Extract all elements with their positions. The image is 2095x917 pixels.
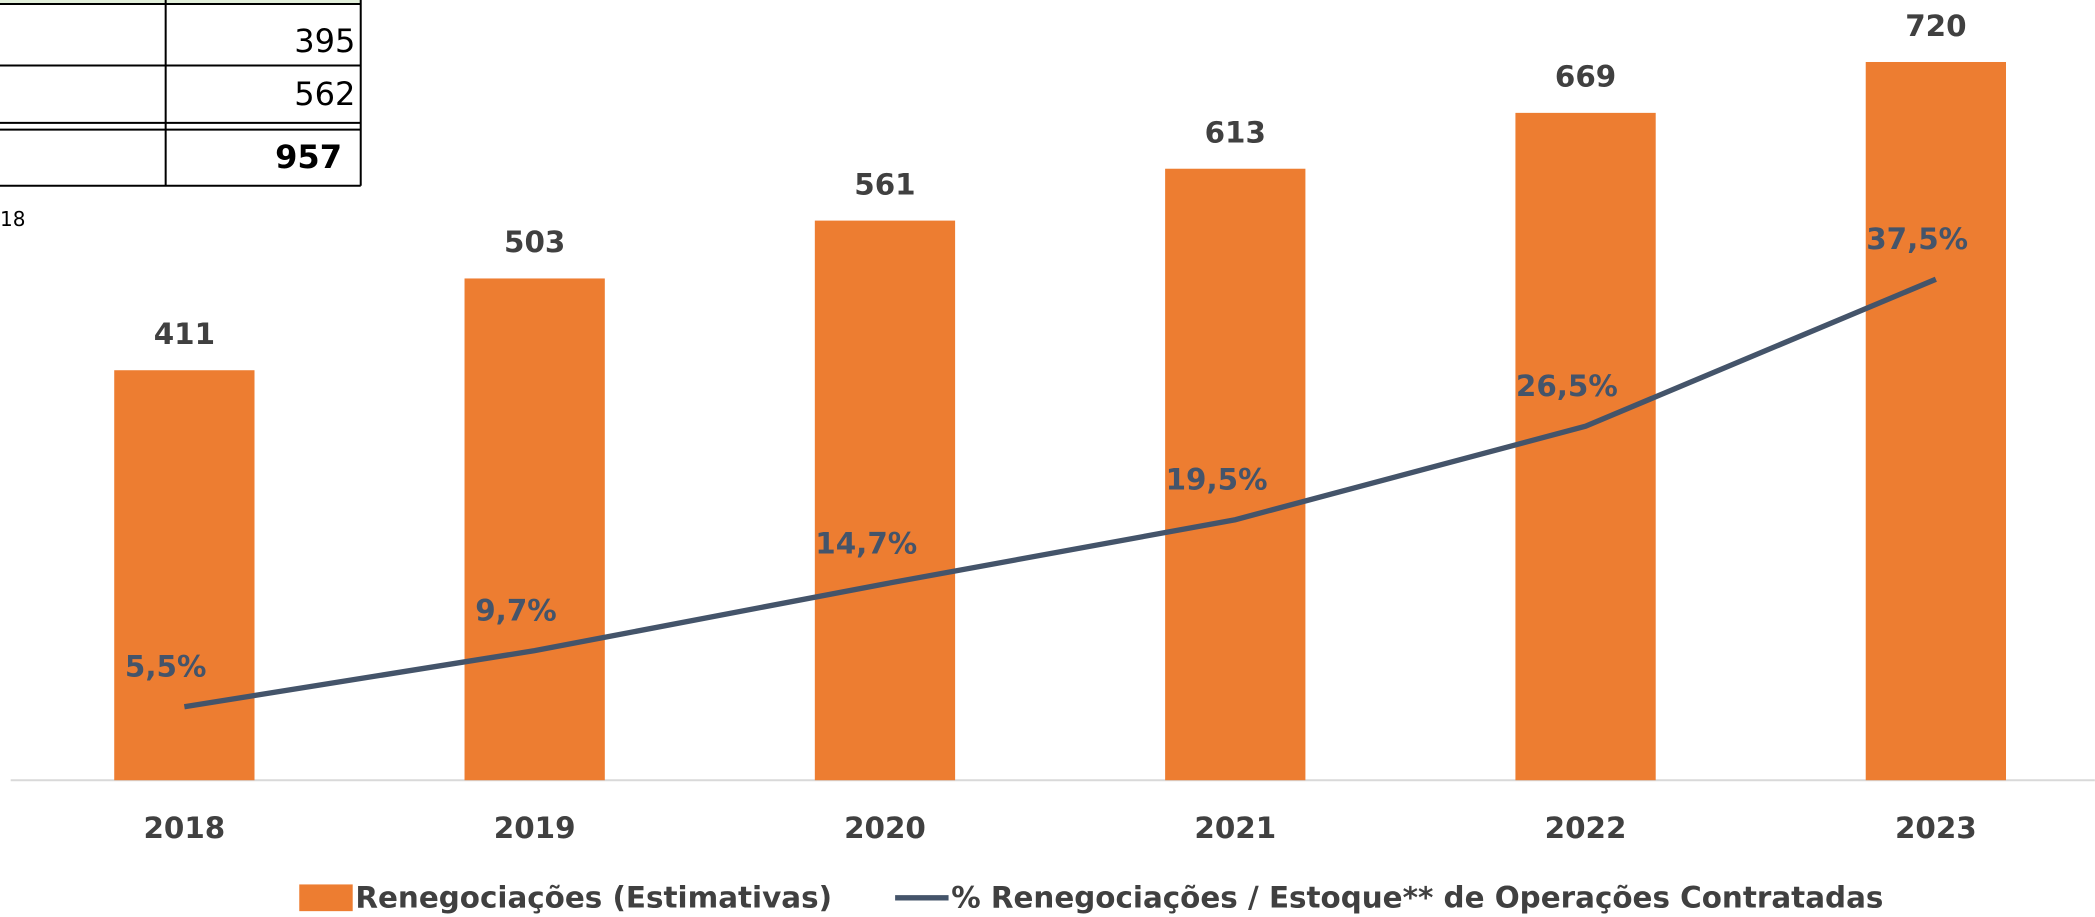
table-cell: 562	[294, 75, 355, 113]
data-label: 411	[154, 317, 215, 351]
bar	[114, 370, 255, 781]
x-tick-label: 2020	[844, 811, 926, 845]
legend-swatch	[299, 884, 353, 912]
x-tick-label: 2019	[494, 811, 576, 845]
data-label: 669	[1555, 60, 1616, 94]
legend-label: % Renegociações / Estoque** de Operações…	[951, 881, 1883, 915]
data-label: 720	[1905, 9, 1966, 43]
data-label: 26,5%	[1516, 369, 1618, 403]
data-label: 37,5%	[1866, 222, 1968, 256]
bar	[464, 278, 605, 781]
data-label: 561	[854, 167, 915, 201]
table-note: 18	[0, 207, 25, 231]
bar	[814, 220, 956, 781]
bar	[1865, 61, 2007, 781]
x-tick-label: 2021	[1194, 811, 1276, 845]
data-label: 9,7%	[475, 593, 556, 627]
table-cell: 957	[275, 138, 342, 176]
bar	[1515, 112, 1656, 781]
bar	[1165, 168, 1306, 781]
data-label: 19,5%	[1166, 462, 1268, 496]
table-header	[0, 0, 361, 5]
table-cell: 395	[294, 22, 355, 60]
table: 395 562 957 18	[0, 0, 362, 231]
data-label: 613	[1205, 115, 1266, 149]
x-tick-label: 2022	[1545, 811, 1627, 845]
legend-label: Renegociações (Estimativas)	[355, 881, 832, 915]
x-tick-label: 2023	[1895, 811, 1977, 845]
data-label: 503	[504, 225, 565, 259]
x-tick-label: 2018	[143, 811, 225, 845]
data-label: 14,7%	[815, 527, 917, 561]
data-label: 5,5%	[125, 650, 206, 684]
line	[183, 276, 1937, 710]
